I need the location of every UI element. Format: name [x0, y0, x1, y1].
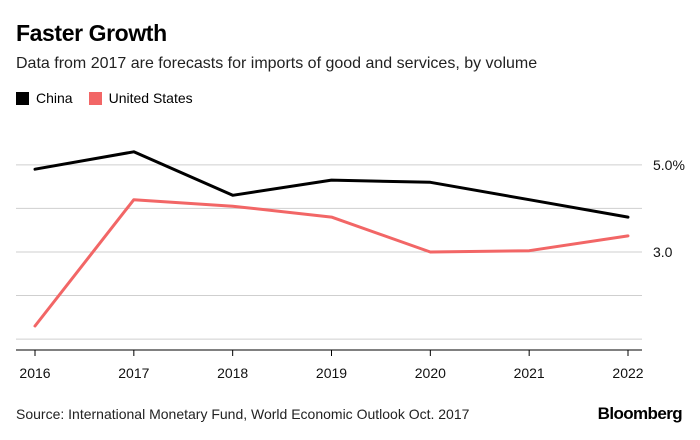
legend-swatch-china	[16, 91, 29, 105]
x-tick-label: 2016	[19, 365, 50, 381]
x-axis: 2016 2017 2018 2019 2020 2021 2022	[16, 349, 644, 381]
legend-label-china: China	[36, 90, 73, 106]
y-axis: 5.0% 3.0	[653, 157, 685, 260]
x-tick-label: 2022	[612, 365, 643, 381]
source-note: Source: International Monetary Fund, Wor…	[16, 406, 470, 422]
bloomberg-logo: Bloomberg	[597, 404, 683, 423]
legend-label-united-states: United States	[108, 90, 193, 106]
series-lines	[33, 150, 630, 328]
x-tick-label: 2019	[316, 365, 347, 381]
x-tick-label: 2018	[217, 365, 248, 381]
x-tick-label: 2017	[118, 365, 149, 381]
x-tick-label: 2020	[415, 365, 446, 381]
gridlines	[16, 164, 642, 340]
series-line-united-states	[33, 198, 630, 328]
chart-title: Faster Growth	[16, 20, 167, 46]
series-line-china	[33, 150, 630, 219]
x-tick-label: 2021	[514, 365, 545, 381]
chart-subtitle: Data from 2017 are forecasts for imports…	[16, 55, 538, 72]
y-tick-label: 3.0	[653, 244, 673, 260]
legend-item-united-states: United States	[88, 90, 193, 106]
legend-swatch-united-states	[88, 91, 102, 105]
y-tick-label: 5.0%	[653, 157, 685, 173]
legend: China United States	[16, 90, 209, 106]
legend-item-china: China	[16, 90, 73, 106]
